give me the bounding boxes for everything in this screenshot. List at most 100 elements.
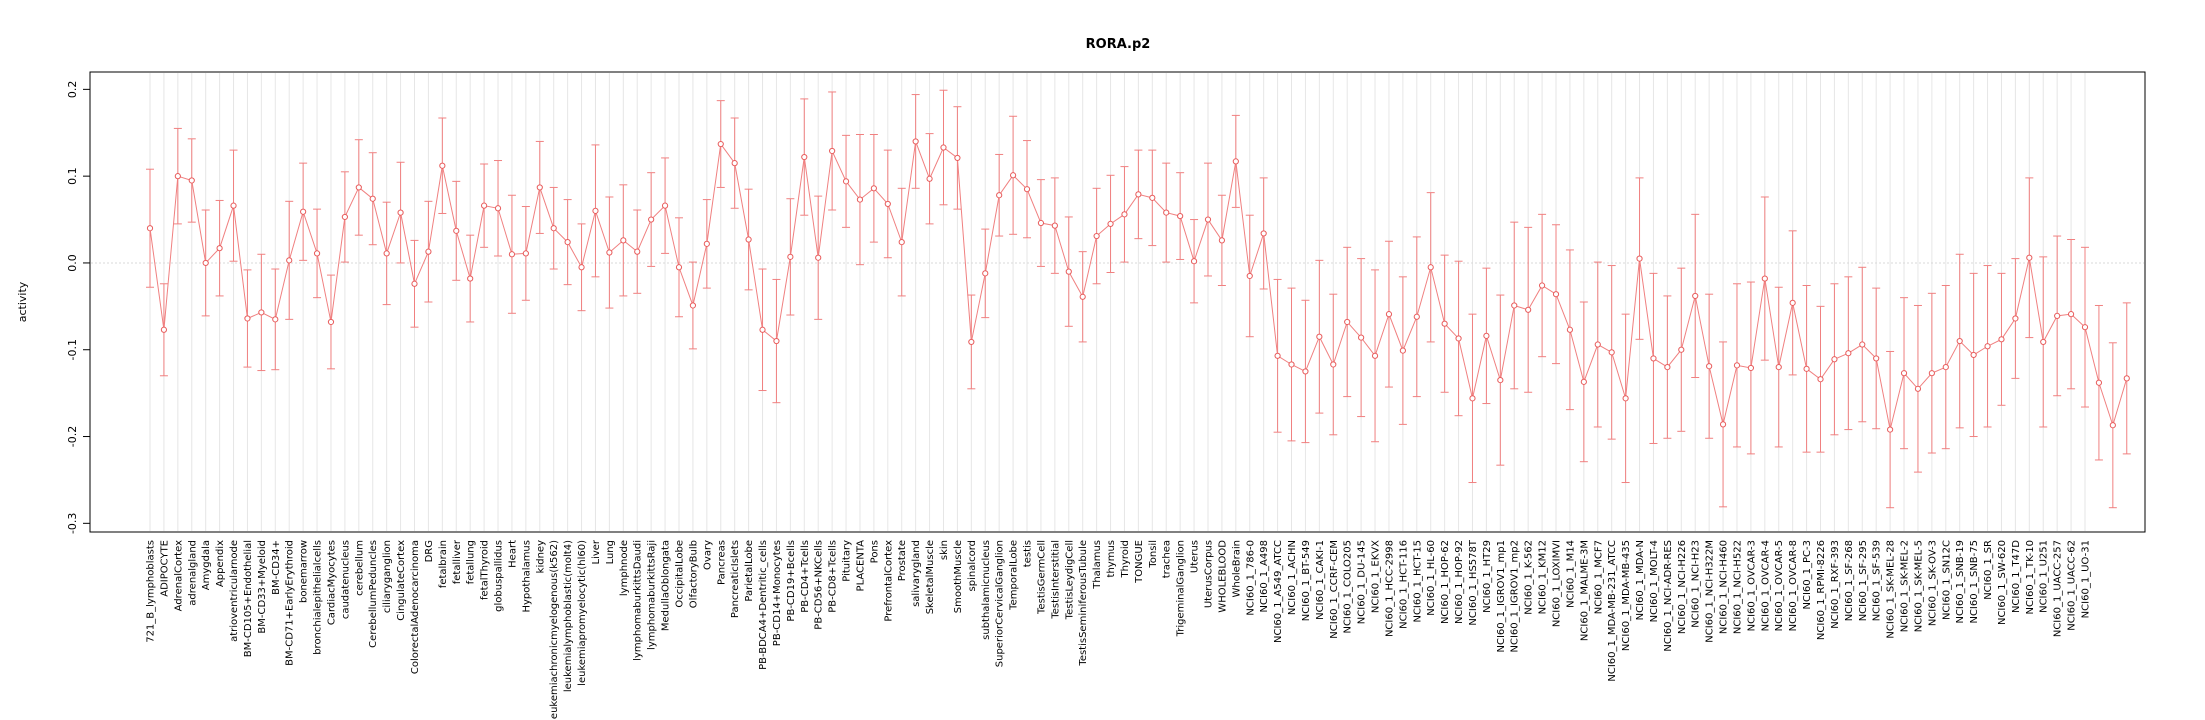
x-tick-label: PB-CD56+NKCells xyxy=(814,540,825,630)
x-tick-label: NCI60_1_OVCAR-8 xyxy=(1788,540,1799,631)
x-tick-label: bronchialepithelialcells xyxy=(313,540,324,655)
x-tick-label: globuspallidus xyxy=(494,540,505,612)
data-point xyxy=(1594,341,1601,348)
data-point xyxy=(1831,356,1838,363)
data-point xyxy=(1037,219,1045,227)
x-tick-label: CingulateCortex xyxy=(396,540,407,621)
x-tick-label: Pons xyxy=(869,540,880,563)
data-point xyxy=(606,249,613,256)
x-tick-label: ColorectalAdenocarcinoma xyxy=(410,540,421,674)
x-tick-label: NCI60_1_SF-539 xyxy=(1872,540,1883,621)
x-tick-label: leukemialymphoblastic(molt4) xyxy=(563,540,574,692)
data-point xyxy=(1859,341,1866,348)
x-tick-label: NCI60_1_CCRF-CEM xyxy=(1329,540,1340,639)
x-tick-label: NCI60_1_MDA-MB-435 xyxy=(1621,540,1632,651)
x-tick-label: ciliaryganglion xyxy=(382,540,393,613)
data-point xyxy=(1887,426,1894,433)
x-tick-label: NCI60_1_DU-145 xyxy=(1357,540,1368,624)
data-point xyxy=(1469,395,1476,402)
data-point xyxy=(1177,212,1184,220)
data-point xyxy=(494,205,502,212)
x-tick-label: NCI60_1_A549_ATCC xyxy=(1273,540,1284,643)
data-point xyxy=(2109,422,2116,429)
x-tick-label: adrenalgland xyxy=(187,540,198,606)
data-point xyxy=(1344,318,1351,326)
x-tick-label: atrioventricularnode xyxy=(229,540,240,642)
data-point xyxy=(1316,333,1323,340)
x-tick-label: Pituitary xyxy=(842,540,853,582)
x-tick-label: cerebellum xyxy=(354,540,365,596)
x-tick-label: NCI60_1_NCI-H322M xyxy=(1705,540,1716,643)
x-tick-label: Pancreas xyxy=(716,540,727,585)
data-point xyxy=(1497,377,1504,384)
y-tick-label: -0.3 xyxy=(66,513,79,534)
data-point xyxy=(1525,306,1532,313)
x-tick-label: TestisInterstitial xyxy=(1050,540,1061,620)
x-tick-label: NCI60_1_BT-549 xyxy=(1301,540,1312,621)
x-tick-label: 721_B_lymphoblasts xyxy=(146,540,157,643)
x-tick-label: fetalliver xyxy=(452,539,463,584)
data-point xyxy=(1288,361,1295,368)
x-tick-label: NCI60_1_KM12 xyxy=(1538,540,1549,614)
x-tick-label: BM-CD33+Myeloid xyxy=(257,540,268,634)
x-tick-label: NCI60_1_A498 xyxy=(1259,540,1270,612)
x-tick-label: NCI60_1_UACC-62 xyxy=(2067,540,2078,631)
x-tick-label: AdrenalCortex xyxy=(173,540,184,611)
data-point xyxy=(1733,362,1741,369)
data-point xyxy=(397,209,404,216)
data-point xyxy=(1761,275,1768,282)
data-point xyxy=(1998,336,2005,343)
x-tick-label: NCI60_1_OVCAR-4 xyxy=(1760,540,1771,631)
data-point xyxy=(300,208,307,215)
data-point xyxy=(550,225,557,232)
data-point xyxy=(801,153,808,161)
y-tick-label: -0.2 xyxy=(66,426,79,447)
data-point xyxy=(1441,320,1448,327)
data-point xyxy=(2067,311,2075,318)
data-point xyxy=(1747,364,1754,372)
x-tick-label: PancreaticIslets xyxy=(730,540,741,618)
x-tick-label: NCI60_1_OVCAR-5 xyxy=(1774,540,1785,631)
data-point xyxy=(592,207,599,214)
x-tick-label: caudatenucleus xyxy=(340,540,351,619)
x-tick-label: NCI60_1_SN12C xyxy=(1941,540,1952,620)
x-tick-label: NCI60_1_COLO205 xyxy=(1343,540,1354,634)
x-tick-label: NCI60_1_IGROV1_mp2 xyxy=(1510,540,1521,653)
data-point xyxy=(258,309,265,316)
data-point xyxy=(327,318,335,326)
x-tick-label: NCI60_1_SW-620 xyxy=(1997,540,2008,625)
data-point xyxy=(717,140,724,148)
data-point xyxy=(940,144,947,151)
data-point xyxy=(1914,385,1922,392)
x-tick-label: Ovary xyxy=(702,540,713,570)
data-point xyxy=(1692,292,1699,300)
data-point xyxy=(1483,332,1490,339)
x-tick-label: NCI60_1_SNB-75 xyxy=(1969,540,1980,624)
data-point xyxy=(1246,272,1253,280)
data-points xyxy=(146,138,2130,433)
x-tick-label: spinalcord xyxy=(967,540,978,591)
x-tick-label: NCI60_1_K-562 xyxy=(1524,540,1535,615)
x-tick-label: NCI60_1_HOP-62 xyxy=(1440,540,1451,624)
x-tick-label: NCI60_1_MDA-MB-231_ATCC xyxy=(1607,540,1618,682)
x-tick-label: Liver xyxy=(591,539,602,564)
data-point xyxy=(1455,335,1462,342)
x-tick-label: ADIPOCYTE xyxy=(159,540,170,597)
data-point xyxy=(202,259,209,267)
x-tick-label: NCI60_1_NCI-H226 xyxy=(1677,540,1688,634)
data-point xyxy=(689,302,697,309)
data-point xyxy=(1358,334,1365,341)
y-tick-label: 0.1 xyxy=(66,167,79,185)
data-point xyxy=(912,138,919,145)
x-tick-label: Uterus xyxy=(1190,540,1201,573)
data-point xyxy=(1274,352,1281,359)
x-tick-label: BM-CD34+ xyxy=(271,540,282,595)
x-tick-label: thymus xyxy=(1106,540,1117,577)
data-point xyxy=(1970,351,1977,359)
data-point xyxy=(1538,282,1546,289)
data-point xyxy=(146,225,154,232)
data-point xyxy=(829,147,836,155)
data-point xyxy=(2026,254,2033,261)
x-tick-label: PB-BDCA4+Dentritic_cells xyxy=(758,540,769,670)
x-tick-label: Appendix xyxy=(215,540,226,587)
